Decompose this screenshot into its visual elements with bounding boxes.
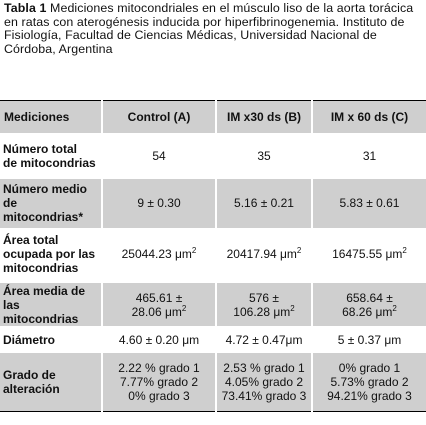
table-row: Número medio de mitocondrias* 9 ± 0.30 5.… (0, 176, 426, 228)
cell-control: 465.61 ±28.06 μm2 (101, 280, 216, 328)
row-label: Número total de mitocondrias (3, 142, 96, 170)
table-row: Grado de alteración 2.22 % grado 1 7.77% g… (0, 350, 426, 412)
cell-im30: 4.72 ± 0.47μm (215, 326, 312, 352)
cell-im60: 0% grado 1 5.73% grado 2 94.21% grado 3 (311, 350, 426, 412)
header-im30: IM x30 ds (B) (215, 100, 312, 136)
cell-im60: 31 (311, 134, 426, 178)
row-label: Área total ocupada por las mitocondrias (3, 232, 96, 275)
header-im60: IM x 60 ds (C) (311, 100, 426, 136)
table-row: Área total ocupada por las mitocondrias 25… (0, 227, 426, 282)
header-control: Control (A) (101, 100, 216, 136)
cell-im60: 16475.55 μm2 (311, 227, 426, 282)
cell-im30: 20417.94 μm2 (215, 227, 312, 282)
cell-control: 4.60 ± 0.20 μm (101, 326, 216, 352)
caption-text: Mediciones mitocondriales en el músculo … (4, 1, 414, 56)
cell-control: 54 (101, 134, 216, 178)
header-mediciones: Mediciones (0, 100, 102, 136)
cell-im30: 2.53 % grado 1 4.05% grado 2 73.41% grado … (215, 350, 312, 412)
cell-control: 9 ± 0.30 (101, 176, 216, 228)
cell-im30: 576 ±106.28 μm2 (215, 280, 312, 328)
table-caption: Tabla 1 Mediciones mitocondriales en el … (4, 1, 422, 56)
table-row: Área media de las mitocondrias 465.61 ±28… (0, 280, 426, 328)
row-label: Diámetro (0, 326, 102, 352)
cell-im30: 5.16 ± 0.21 (215, 176, 312, 228)
row-label: Área media de las mitocondrias (0, 280, 102, 328)
cell-control: 2.22 % grado 1 7.77% grado 2 0% grado 3 (101, 350, 216, 412)
cell-im30: 35 (215, 134, 312, 178)
cell-im60: 658.64 ±68.26 μm2 (311, 280, 426, 328)
cell-control: 25044.23 μm2 (101, 227, 216, 282)
header-row: Mediciones Control (A) IM x30 ds (B) IM … (0, 100, 426, 136)
cell-im60: 5.83 ± 0.61 (311, 176, 426, 228)
row-label: Grado de alteración (0, 350, 102, 412)
table-row: Diámetro 4.60 ± 0.20 μm 4.72 ± 0.47μm 5 … (0, 326, 426, 352)
cell-im60: 5 ± 0.37 μm (311, 326, 426, 352)
caption-label: Tabla 1 (4, 1, 47, 15)
mitochondria-table: Mediciones Control (A) IM x30 ds (B) IM … (0, 100, 426, 412)
row-label: Número medio de mitocondrias* (0, 176, 102, 228)
table-row: Número total de mitocondrias 54 35 31 (0, 134, 426, 178)
